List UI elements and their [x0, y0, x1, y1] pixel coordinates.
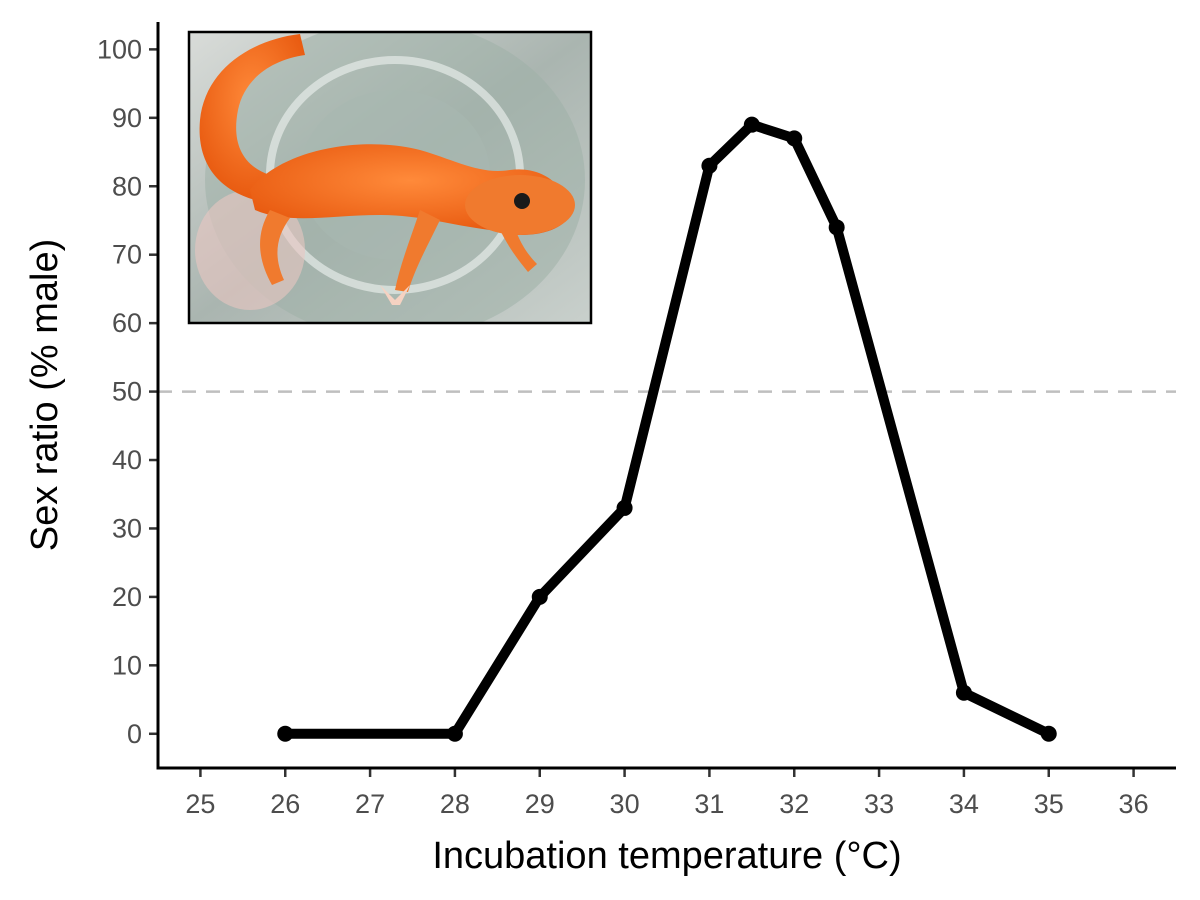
y-tick-label: 80: [112, 171, 142, 201]
data-point: [828, 219, 845, 236]
y-tick-label: 0: [127, 719, 142, 749]
data-point: [616, 499, 633, 516]
y-tick-label: 90: [112, 103, 142, 133]
data-point: [446, 725, 463, 742]
data-point: [955, 684, 972, 701]
data-point: [701, 157, 718, 174]
data-point: [531, 588, 548, 605]
x-tick-label: 26: [270, 789, 300, 819]
leopard-gecko-photo: [187, 30, 593, 325]
x-tick-label: 29: [525, 789, 555, 819]
y-tick-label: 30: [112, 513, 142, 543]
x-tick-label: 31: [694, 789, 724, 819]
y-axis-title: Sex ratio (% male): [24, 239, 66, 552]
y-axis-ticks: 0 10 20 30 40 50 60 70 80 90 100: [97, 34, 158, 749]
y-tick-label: 100: [97, 34, 142, 64]
x-axis-ticks: 25 26 27 28 29 30 31 32 33 34 35 36: [185, 768, 1149, 819]
data-point: [743, 116, 760, 133]
series-layer: [277, 116, 1057, 742]
x-tick-label: 25: [185, 789, 215, 819]
x-tick-label: 32: [779, 789, 809, 819]
x-tick-label: 35: [1034, 789, 1064, 819]
y-tick-label: 20: [112, 582, 142, 612]
data-point: [277, 725, 294, 742]
data-point: [786, 130, 803, 147]
data-point: [1040, 725, 1057, 742]
y-tick-label: 70: [112, 240, 142, 270]
x-tick-label: 34: [949, 789, 979, 819]
series-line: [280, 119, 1054, 739]
x-axis-title: Incubation temperature (°C): [432, 835, 901, 877]
x-tick-label: 33: [864, 789, 894, 819]
x-tick-label: 36: [1119, 789, 1149, 819]
y-tick-label: 40: [112, 445, 142, 475]
x-tick-label: 28: [440, 789, 470, 819]
y-tick-label: 10: [112, 650, 142, 680]
y-tick-label: 50: [112, 377, 142, 407]
x-tick-label: 30: [610, 789, 640, 819]
x-tick-label: 27: [355, 789, 385, 819]
y-tick-label: 60: [112, 308, 142, 338]
